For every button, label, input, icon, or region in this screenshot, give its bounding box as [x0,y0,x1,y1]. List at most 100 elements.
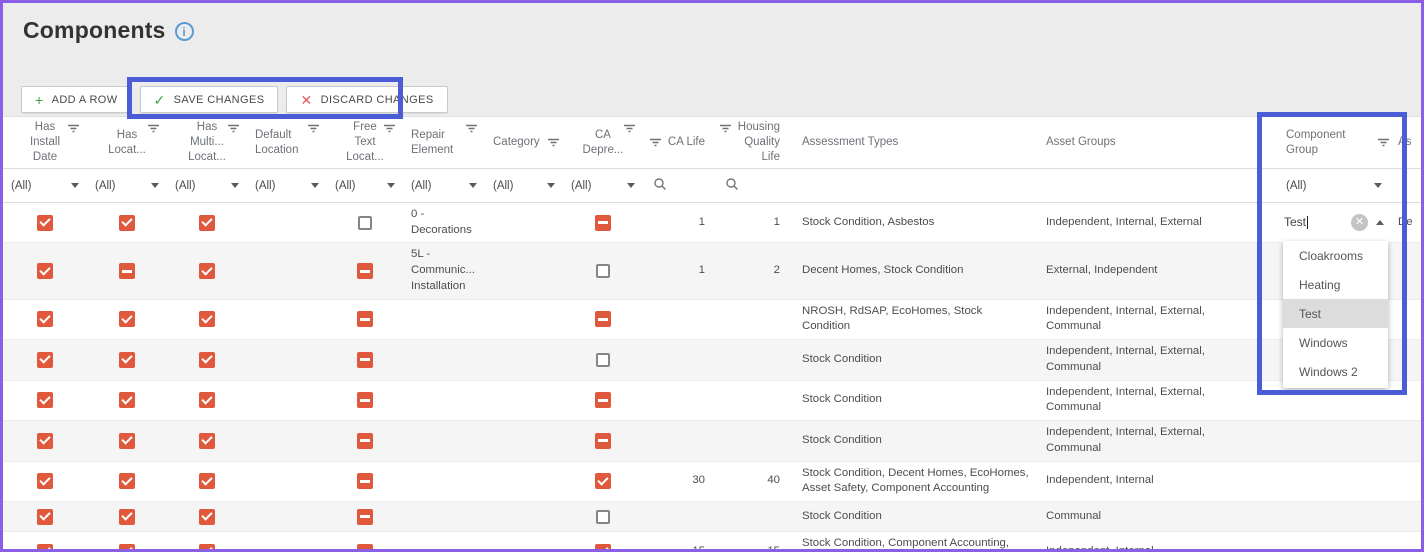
cell-assessment-types[interactable]: Stock Condition, Decent Homes, EcoHomes,… [788,462,1030,501]
cell-extra[interactable] [1390,340,1421,379]
has-install-date-checkbox[interactable] [37,263,53,280]
cell-ca-depre[interactable] [563,421,643,460]
free-text-locat-checkbox[interactable] [357,508,373,525]
free-text-locat-checkbox[interactable] [357,473,373,490]
cell-has-install-date[interactable] [3,381,87,420]
cell-repair-element[interactable] [403,532,485,549]
cell-ca-life[interactable]: 1 [643,203,713,242]
cell-category[interactable] [485,300,563,339]
cell-ca-depre[interactable] [563,462,643,501]
cell-has-install-date[interactable] [3,462,87,501]
cell-ca-life[interactable]: 15 [643,532,713,549]
cell-ca-life[interactable]: 30 [643,462,713,501]
has-install-date-checkbox[interactable] [37,508,53,525]
cell-asset-groups[interactable]: Independent, Internal, External, Communa… [1030,340,1262,379]
cell-repair-element[interactable] [403,300,485,339]
free-text-locat-checkbox[interactable] [358,215,372,230]
cell-has-multi-locat[interactable] [167,243,247,298]
cell-category[interactable] [485,421,563,460]
cell-asset-groups[interactable]: Independent, Internal [1030,462,1262,501]
filter-icon[interactable] [67,123,80,139]
cell-ca-depre[interactable] [563,381,643,420]
cell-has-locat[interactable] [87,203,167,242]
cell-free-text-locat[interactable] [327,532,403,549]
cell-has-locat[interactable] [87,462,167,501]
ca-depre-checkbox[interactable] [595,311,611,328]
cell-housing-quality-life[interactable]: 15 [713,532,788,549]
has-multi-locat-checkbox[interactable] [199,392,215,409]
cell-component-group[interactable] [1262,532,1390,549]
ca-depre-checkbox[interactable] [596,264,610,279]
has-multi-locat-checkbox[interactable] [199,432,215,449]
cell-free-text-locat[interactable] [327,300,403,339]
has-locat-checkbox[interactable] [119,214,135,231]
cell-category[interactable] [485,243,563,298]
column-header-component-group[interactable]: Component Group [1262,117,1390,168]
filter-dropdown-category[interactable]: (All) [485,169,563,202]
discard-changes-button[interactable]: ✕ DISCARD CHANGES [286,86,448,113]
ca-depre-checkbox[interactable] [596,509,610,524]
has-install-date-checkbox[interactable] [37,214,53,231]
cell-housing-quality-life[interactable] [713,502,788,531]
cell-extra[interactable] [1390,502,1421,531]
cell-ca-life[interactable] [643,300,713,339]
clear-icon[interactable]: ✕ [1351,213,1368,231]
cell-has-locat[interactable] [87,421,167,460]
cell-free-text-locat[interactable] [327,381,403,420]
filter-dropdown-has-locat[interactable]: (All) [87,169,167,202]
dropdown-option[interactable]: Cloakrooms [1299,248,1364,263]
cell-housing-quality-life[interactable] [713,381,788,420]
cell-ca-depre[interactable] [563,502,643,531]
cell-free-text-locat[interactable] [327,462,403,501]
ca-depre-checkbox[interactable] [595,543,611,549]
cell-ca-depre[interactable] [563,300,643,339]
filter-icon[interactable] [307,123,320,139]
cell-repair-element[interactable]: 0 - Decorations [403,203,485,242]
cell-ca-life[interactable] [643,421,713,460]
cell-has-multi-locat[interactable] [167,502,247,531]
cell-free-text-locat[interactable] [327,502,403,531]
column-header-has-multi-locat[interactable]: Has Multi... Locat... [167,117,247,168]
cell-has-locat[interactable] [87,300,167,339]
cell-category[interactable] [485,340,563,379]
free-text-locat-checkbox[interactable] [357,432,373,449]
cell-assessment-types[interactable]: Stock Condition [788,381,1030,420]
free-text-locat-checkbox[interactable] [357,311,373,328]
has-locat-checkbox[interactable] [119,263,135,280]
cell-has-install-date[interactable] [3,421,87,460]
column-header-ca-depre[interactable]: CA Depre... [563,117,643,168]
cell-component-group[interactable] [1262,502,1390,531]
cell-ca-life[interactable] [643,502,713,531]
free-text-locat-checkbox[interactable] [357,351,373,368]
cell-has-install-date[interactable] [3,300,87,339]
filter-icon[interactable] [465,123,478,139]
filter-icon[interactable] [649,137,662,148]
ca-depre-checkbox[interactable] [595,392,611,409]
cell-default-location[interactable] [247,340,327,379]
cell-default-location[interactable] [247,502,327,531]
dropdown-option[interactable]: Test [1283,299,1388,328]
has-install-date-checkbox[interactable] [37,311,53,328]
column-header-repair-element[interactable]: Repair Element [403,117,485,168]
cell-extra[interactable] [1390,421,1421,460]
cell-ca-life[interactable]: 1 [643,243,713,298]
cell-category[interactable] [485,381,563,420]
cell-has-install-date[interactable] [3,502,87,531]
has-multi-locat-checkbox[interactable] [199,311,215,328]
has-locat-checkbox[interactable] [119,351,135,368]
cell-repair-element[interactable] [403,381,485,420]
cell-has-multi-locat[interactable] [167,532,247,549]
column-header-assessment-types[interactable]: Assessment Types [788,117,1030,168]
cell-has-locat[interactable] [87,502,167,531]
filter-icon[interactable] [547,137,560,148]
has-multi-locat-checkbox[interactable] [199,543,215,549]
cell-asset-groups[interactable]: External, Independent [1030,243,1262,298]
cell-component-group[interactable] [1262,421,1390,460]
cell-assessment-types[interactable]: Stock Condition [788,421,1030,460]
dropdown-option[interactable]: Windows [1299,335,1348,350]
cell-default-location[interactable] [247,421,327,460]
column-header-has-install-date[interactable]: Has Install Date [3,117,87,168]
info-icon[interactable]: i [174,22,194,41]
cell-asset-groups[interactable]: Independent, Internal, External [1030,203,1262,242]
column-header-has-locat[interactable]: Has Locat... [87,117,167,168]
